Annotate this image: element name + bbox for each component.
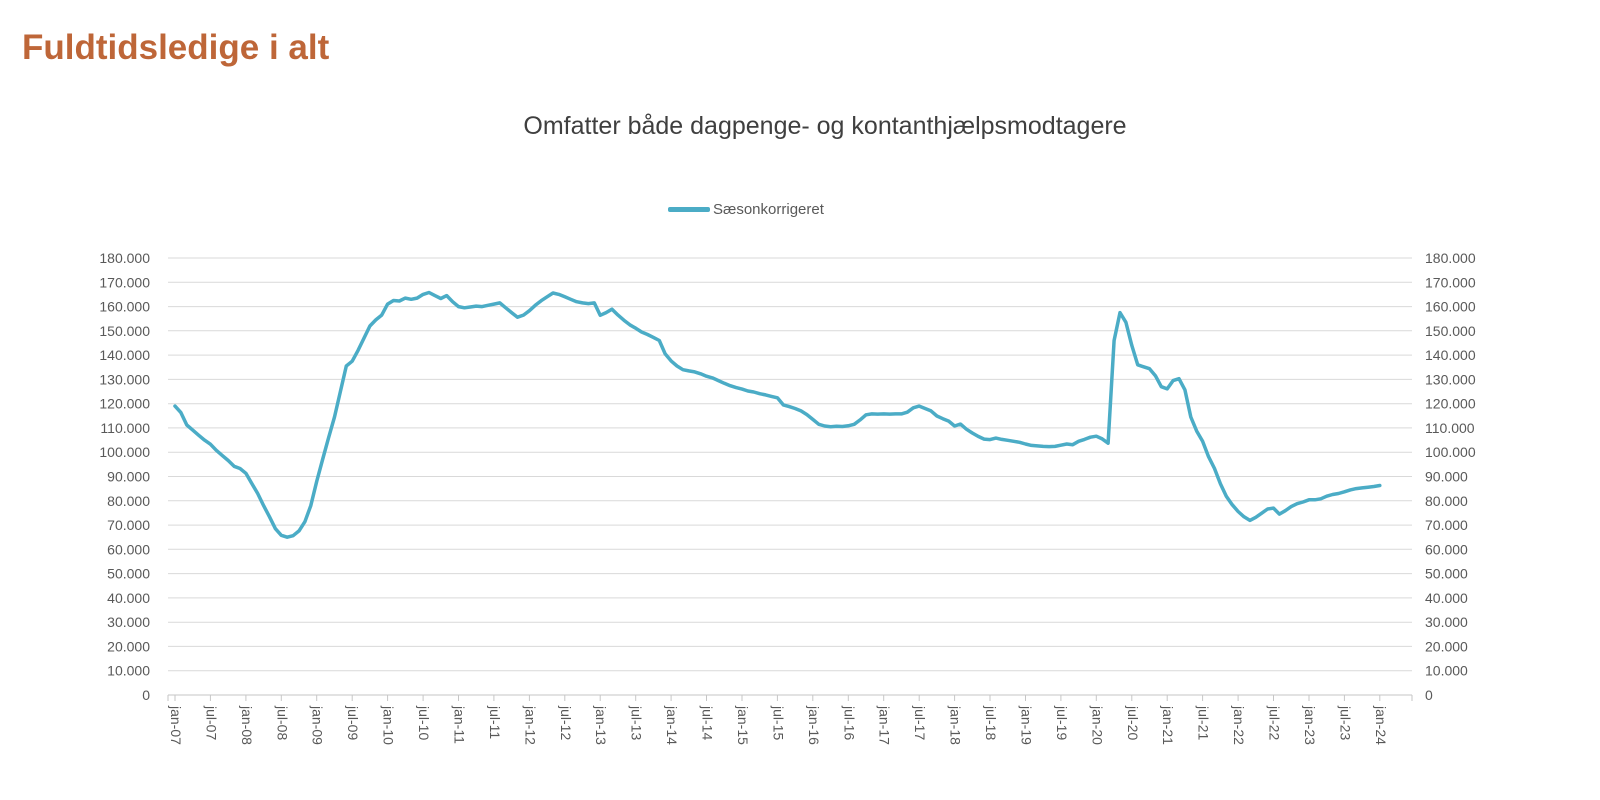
svg-text:140.000: 140.000 [99, 347, 150, 363]
svg-text:180.000: 180.000 [1425, 250, 1476, 266]
svg-text:80.000: 80.000 [107, 493, 150, 509]
svg-text:jan-11: jan-11 [452, 705, 468, 744]
svg-text:150.000: 150.000 [1425, 323, 1476, 339]
svg-text:130.000: 130.000 [1425, 371, 1476, 387]
svg-text:jul-13: jul-13 [629, 705, 645, 740]
svg-text:90.000: 90.000 [107, 469, 150, 485]
x-axis [167, 694, 1413, 701]
svg-text:jan-17: jan-17 [877, 705, 893, 745]
chart-title: Omfatter både dagpenge- og kontanthjælps… [523, 112, 1127, 140]
svg-text:70.000: 70.000 [107, 517, 150, 533]
svg-text:0: 0 [142, 687, 150, 703]
svg-text:jul-10: jul-10 [416, 705, 432, 740]
svg-text:jan-12: jan-12 [522, 705, 538, 745]
svg-text:110.000: 110.000 [1425, 420, 1475, 436]
svg-text:170.000: 170.000 [99, 274, 150, 290]
svg-text:jan-09: jan-09 [310, 705, 326, 745]
svg-text:jan-24: jan-24 [1373, 705, 1389, 745]
legend: Sæsonkorrigeret [668, 201, 824, 218]
page-title: Fuldtidsledige i alt [22, 28, 330, 67]
svg-text:160.000: 160.000 [99, 299, 150, 315]
svg-text:170.000: 170.000 [1425, 274, 1476, 290]
svg-text:120.000: 120.000 [99, 396, 150, 412]
svg-text:jul-21: jul-21 [1196, 705, 1212, 740]
svg-text:jul-07: jul-07 [203, 705, 219, 740]
svg-text:jul-12: jul-12 [558, 705, 574, 740]
svg-text:jan-22: jan-22 [1231, 705, 1247, 745]
svg-text:50.000: 50.000 [1425, 566, 1468, 582]
svg-text:jul-15: jul-15 [770, 705, 786, 740]
svg-text:10.000: 10.000 [1425, 663, 1468, 679]
svg-text:90.000: 90.000 [1425, 469, 1468, 485]
legend-label: Sæsonkorrigeret [713, 201, 824, 218]
svg-text:jul-18: jul-18 [983, 705, 999, 740]
svg-text:jan-18: jan-18 [948, 705, 964, 745]
svg-text:140.000: 140.000 [1425, 347, 1476, 363]
svg-text:20.000: 20.000 [107, 638, 150, 654]
svg-text:jul-08: jul-08 [274, 705, 290, 740]
svg-text:50.000: 50.000 [107, 566, 150, 582]
gridlines [168, 257, 1412, 672]
series-line-saesonkorrigeret [173, 290, 1382, 539]
svg-text:40.000: 40.000 [1425, 590, 1468, 606]
svg-text:60.000: 60.000 [107, 541, 150, 557]
svg-text:jul-22: jul-22 [1267, 705, 1283, 740]
svg-text:160.000: 160.000 [1425, 299, 1476, 315]
svg-text:40.000: 40.000 [107, 590, 150, 606]
plot-svg: jan-07 jul-07 jan-08 jul-08 jan-09 jul-09 jan-… [99, 250, 1476, 745]
svg-text:jan-07: jan-07 [168, 705, 184, 745]
legend-line-swatch [668, 207, 710, 212]
svg-text:80.000: 80.000 [1425, 493, 1468, 509]
svg-text:100.000: 100.000 [99, 444, 150, 460]
svg-text:jan-20: jan-20 [1089, 705, 1105, 745]
svg-text:60.000: 60.000 [1425, 541, 1468, 557]
svg-text:jul-19: jul-19 [1054, 705, 1070, 740]
svg-text:130.000: 130.000 [99, 371, 150, 387]
svg-text:70.000: 70.000 [1425, 517, 1468, 533]
svg-text:jan-19: jan-19 [1019, 705, 1035, 745]
svg-text:jan-16: jan-16 [806, 705, 822, 745]
svg-text:jul-11: jul-11 [487, 705, 503, 739]
svg-text:jan-14: jan-14 [664, 705, 680, 745]
svg-text:30.000: 30.000 [107, 614, 150, 630]
svg-text:100.000: 100.000 [1425, 444, 1476, 460]
svg-text:jul-20: jul-20 [1125, 705, 1141, 740]
svg-text:20.000: 20.000 [1425, 638, 1468, 654]
svg-text:150.000: 150.000 [99, 323, 150, 339]
x-axis-labels: jan-07 jul-07 jan-08 jul-08 jan-09 jul-09 jan-… [168, 705, 1389, 745]
svg-text:120.000: 120.000 [1425, 396, 1476, 412]
svg-text:30.000: 30.000 [1425, 614, 1468, 630]
svg-text:jul-14: jul-14 [700, 705, 716, 740]
svg-text:jan-08: jan-08 [239, 705, 255, 745]
svg-text:jul-17: jul-17 [912, 705, 928, 740]
svg-text:jan-21: jan-21 [1160, 705, 1176, 745]
svg-text:jul-23: jul-23 [1337, 705, 1353, 740]
svg-text:jan-13: jan-13 [593, 705, 609, 745]
y-axis-labels-right: 0 10.000 20.000 30.000 40.000 50.000 60.000 70.… [1425, 250, 1476, 703]
svg-text:jul-09: jul-09 [345, 705, 361, 740]
svg-text:jan-10: jan-10 [381, 705, 397, 745]
svg-text:10.000: 10.000 [107, 663, 150, 679]
y-axis-labels-left: 0 10.000 20.000 30.000 40.000 50.000 60.000 70.… [99, 250, 150, 703]
svg-text:0: 0 [1425, 687, 1433, 703]
svg-text:180.000: 180.000 [99, 250, 150, 266]
svg-text:jul-16: jul-16 [841, 705, 857, 740]
svg-text:jan-15: jan-15 [735, 705, 751, 745]
svg-text:110.000: 110.000 [100, 420, 150, 436]
svg-text:jan-23: jan-23 [1302, 705, 1318, 745]
